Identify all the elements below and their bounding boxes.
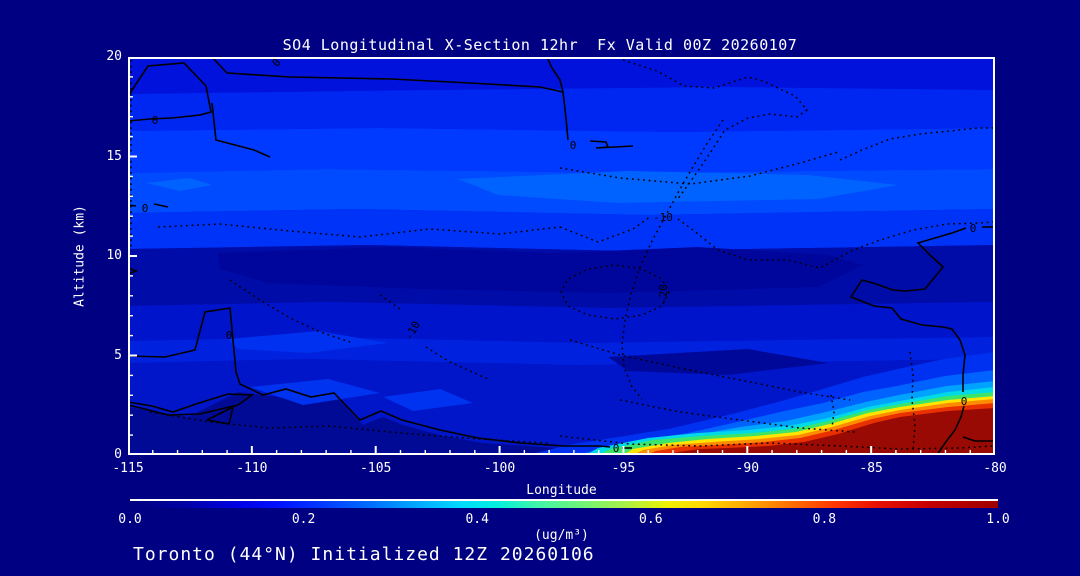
colorbar-tick-label: 0.6 — [639, 512, 663, 527]
colorbar-tick-label: 0.2 — [291, 512, 316, 527]
x-tick-label: -100 — [483, 461, 516, 476]
contour-label: 0 — [226, 329, 233, 342]
x-tick-label: -110 — [236, 461, 268, 476]
dotted-contour-line — [157, 223, 561, 238]
contour-label: 0 — [961, 395, 968, 408]
contour-fill-band — [608, 349, 828, 375]
dotted-contour-line — [619, 399, 856, 433]
solid-contour-line — [206, 405, 235, 425]
dotted-contour-line — [839, 127, 995, 161]
contour-label: -20 — [657, 284, 670, 304]
solid-contour-line — [546, 57, 564, 93]
contour-fill-band — [383, 389, 473, 411]
solid-contour-line — [211, 57, 569, 141]
colorbar-tick-label: 0.4 — [465, 512, 489, 527]
contour-label: -10 — [653, 211, 673, 224]
x-tick-label: -90 — [735, 461, 760, 476]
contour-fill-band — [146, 178, 212, 191]
x-tick-label: -95 — [611, 461, 636, 476]
contour-fill-band — [128, 57, 995, 94]
dotted-contour-line — [559, 151, 839, 185]
x-tick-label: -105 — [360, 461, 392, 476]
contour-fill-band — [128, 128, 995, 173]
solid-contour-line — [153, 203, 169, 208]
solid-contour-line — [589, 140, 634, 149]
colorbar-tick-label: 0.8 — [812, 512, 837, 527]
contour-fill-band — [668, 408, 995, 455]
colorbar-units-label: (ug/m³) — [534, 528, 589, 543]
solid-contour-line — [962, 436, 995, 442]
contour-fill-band — [218, 247, 863, 293]
y-tick-label: 10 — [106, 248, 122, 263]
y-tick-label: 15 — [106, 148, 122, 164]
contour-label: 0 — [142, 202, 149, 215]
contour-fill-band — [128, 392, 748, 455]
x-tick-label: -115 — [112, 461, 144, 476]
contour-label: 0 — [570, 139, 577, 152]
contour-fill-band — [128, 209, 995, 251]
run-info-footer: Toronto (44°N) Initialized 12Z 20260106 — [133, 544, 595, 565]
y-tick-label: 20 — [106, 49, 122, 64]
contour-label: 0 — [970, 222, 977, 235]
plot-area: 0 0 0 0 -10 -20 0 0 0 0 -10 — [128, 57, 995, 455]
dotted-contour-line — [621, 119, 724, 400]
dotted-contour-line — [229, 279, 351, 343]
dotted-contour-line — [622, 59, 809, 201]
colorbar-gradient — [130, 499, 998, 508]
contour-fill-band — [128, 302, 995, 343]
x-axis-label: Longitude — [526, 483, 597, 498]
solid-contour-line — [128, 62, 212, 122]
dotted-contour-line — [677, 218, 995, 269]
dotted-contour-line — [830, 394, 835, 429]
solid-contour-line — [936, 405, 965, 455]
contour-label: 0 — [613, 442, 620, 455]
colorbar-tick-label: 0.0 — [118, 512, 142, 527]
y-tick-label: 5 — [114, 347, 122, 363]
contour-fill-band — [228, 331, 388, 353]
x-tick-label: -80 — [983, 461, 1007, 476]
solid-contour-line — [128, 307, 611, 448]
solid-contour-line — [128, 267, 139, 275]
solid-contour-line — [211, 102, 271, 158]
solid-contour-line — [849, 227, 967, 392]
y-tick-label: 0 — [114, 447, 122, 462]
contour-fill-band — [250, 379, 380, 405]
contour-fill-band — [458, 171, 898, 203]
page-title: SO4 Longitudinal X-Section 12hr Fx Valid… — [282, 36, 798, 54]
contour-label: 0 — [152, 114, 159, 127]
solid-contour-line — [128, 393, 255, 416]
dotted-contour-line — [379, 294, 401, 310]
contour-fill-band — [128, 87, 995, 132]
x-tick-label: -85 — [859, 461, 883, 476]
dotted-contour-line — [560, 264, 670, 320]
colorbar-tick-label: 1.0 — [986, 512, 1010, 527]
